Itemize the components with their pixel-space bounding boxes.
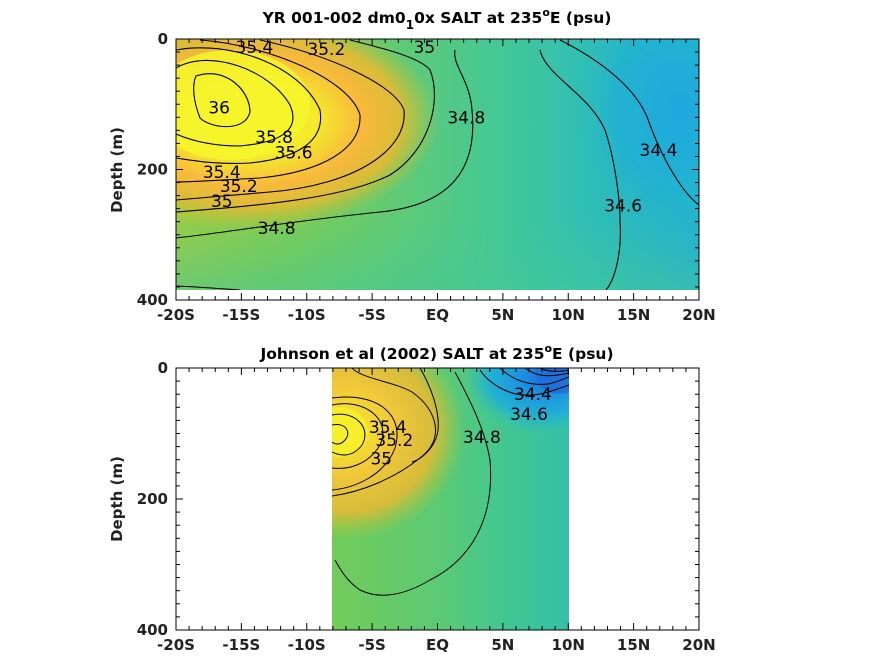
x-tick-label: 20N	[682, 306, 715, 324]
contour-label: 34.6	[510, 405, 548, 425]
salinity-field-2	[332, 368, 569, 630]
contour-label: 34.8	[447, 108, 485, 128]
x-tick-label: -20S	[157, 636, 195, 654]
x-tick-label: -15S	[222, 636, 260, 654]
x-tick-label: EQ	[426, 306, 449, 324]
contour-labels-2: 35.435.235 34.8 34.434.6	[369, 385, 552, 469]
contour-lines-2	[332, 368, 569, 596]
x-tick-label: 10N	[552, 306, 585, 324]
x-tick-label: -10S	[288, 306, 326, 324]
x-tick-label: -20S	[157, 306, 195, 324]
x-tick-label: 15N	[617, 306, 650, 324]
salinity-field-1	[176, 39, 699, 290]
contour-label: 35.2	[375, 431, 413, 451]
y-axis-label-2: Depth (m)	[108, 456, 126, 542]
x-tick-label: 5N	[491, 306, 514, 324]
contour-label: 35.4	[236, 38, 274, 58]
ticks-2: -20S -15S -10S -5S EQ 5N 10N 15N 20N 0 200 400	[137, 359, 716, 654]
y-tick-label: 400	[137, 621, 168, 639]
contour-label: 35	[211, 192, 233, 212]
x-tick-label: -5S	[358, 306, 385, 324]
contour-label: 36	[208, 99, 230, 119]
contour-label: 34.8	[463, 428, 501, 448]
contour-label: 35	[370, 449, 392, 469]
contour-label: 35.4	[369, 418, 407, 438]
panel-model-salinity: 35.4 35.2 353635.835.635.435.23534.834.834…	[108, 6, 716, 324]
y-tick-label: 0	[158, 359, 168, 377]
chart-title-1: YR 001-002 dm010x SALT at 235oE (psu)	[262, 6, 612, 32]
contour-label: 34.8	[258, 219, 296, 239]
contour-label: 35.2	[220, 177, 258, 197]
x-tick-label: 15N	[617, 636, 650, 654]
y-axis-label-1: Depth (m)	[108, 127, 126, 213]
x-tick-label: EQ	[426, 636, 449, 654]
contour-label: 34.6	[604, 196, 642, 216]
contour-lines-1	[176, 39, 699, 290]
panel-johnson-salinity: 35.435.235 34.8 34.434.6 -20S -15S -10S -5S EQ…	[108, 342, 716, 654]
x-tick-label: -15S	[222, 306, 260, 324]
x-tick-label: 10N	[552, 636, 585, 654]
contour-label: 35.4	[203, 163, 241, 183]
contour-label: 35.6	[275, 144, 313, 164]
contour-label: 34.4	[640, 141, 678, 161]
contour-label: 35.8	[255, 128, 293, 148]
x-tick-label: -5S	[358, 636, 385, 654]
contour-label: 35	[414, 38, 436, 58]
y-tick-label: 400	[137, 291, 168, 309]
ticks-1: -20S -15S -10S -5S EQ 5N 10N 15N 20N 0 200 400	[137, 30, 716, 324]
contour-label: 35.2	[307, 40, 345, 60]
contour-labels-1: 35.4 35.2 353635.835.635.435.23534.834.834…	[203, 38, 678, 239]
y-tick-label: 0	[158, 30, 168, 48]
chart-title-2: Johnson et al (2002) SALT at 235oE (psu)	[259, 342, 613, 363]
x-tick-label: -10S	[288, 636, 326, 654]
y-tick-label: 200	[137, 490, 168, 508]
contour-label: 34.4	[514, 385, 552, 405]
x-tick-label: 5N	[491, 636, 514, 654]
y-tick-label: 200	[137, 161, 168, 179]
x-tick-label: 20N	[682, 636, 715, 654]
